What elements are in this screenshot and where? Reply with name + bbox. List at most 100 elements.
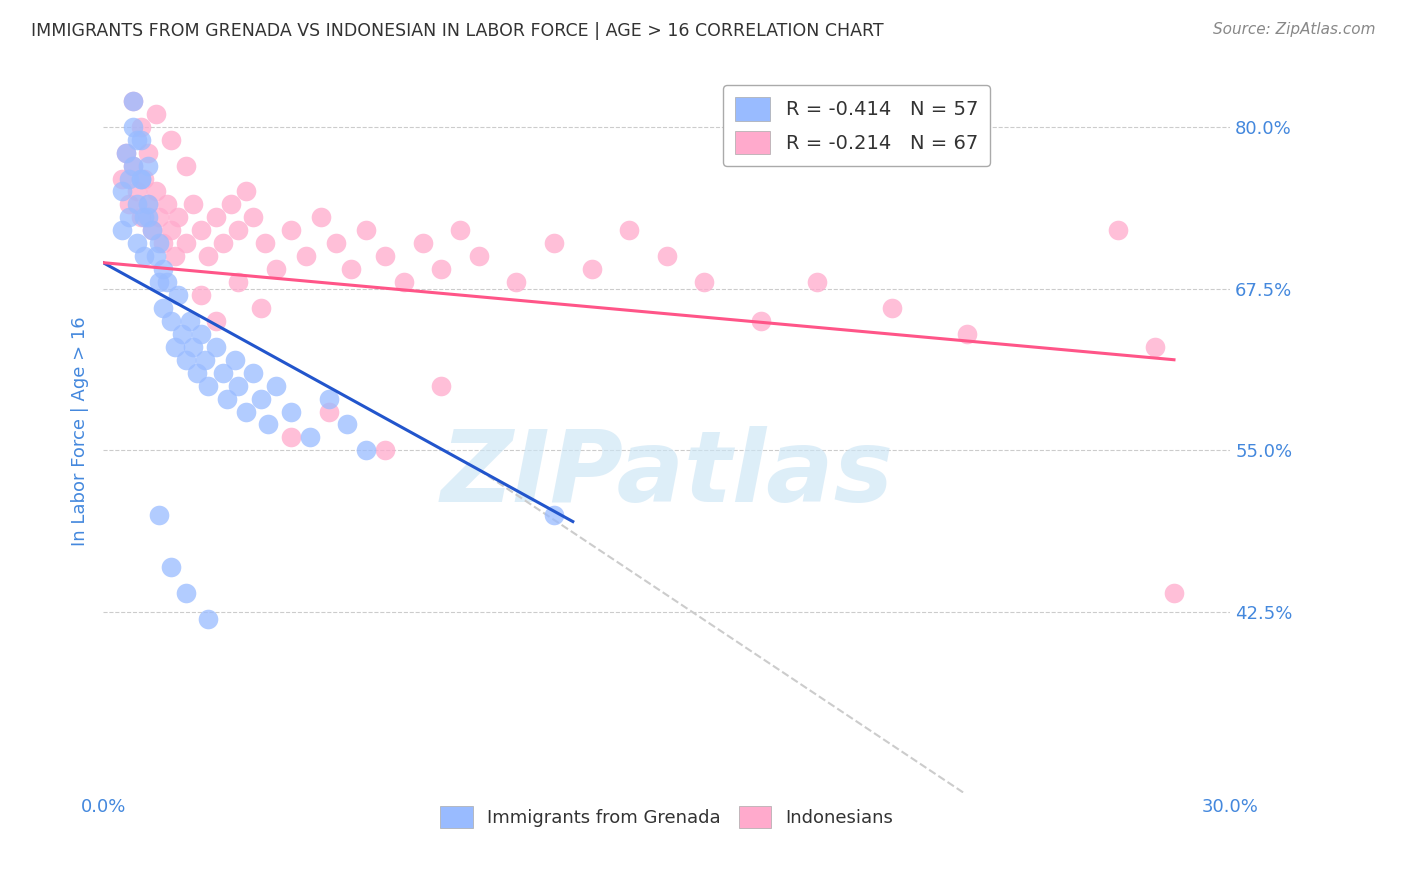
Text: Source: ZipAtlas.com: Source: ZipAtlas.com xyxy=(1212,22,1375,37)
Point xyxy=(111,223,134,237)
Point xyxy=(174,585,197,599)
Point xyxy=(122,120,145,134)
Point xyxy=(174,159,197,173)
Point xyxy=(194,352,217,367)
Point xyxy=(219,197,242,211)
Point xyxy=(145,107,167,121)
Point xyxy=(159,223,181,237)
Point xyxy=(224,352,246,367)
Point xyxy=(205,211,228,225)
Y-axis label: In Labor Force | Age > 16: In Labor Force | Age > 16 xyxy=(72,316,89,546)
Point xyxy=(163,249,186,263)
Point xyxy=(136,197,159,211)
Point xyxy=(129,120,152,134)
Point xyxy=(186,366,208,380)
Point xyxy=(125,197,148,211)
Point xyxy=(170,326,193,341)
Point xyxy=(159,133,181,147)
Point xyxy=(134,249,156,263)
Point xyxy=(430,262,453,277)
Point xyxy=(163,340,186,354)
Point xyxy=(148,211,170,225)
Point xyxy=(122,94,145,108)
Point xyxy=(152,301,174,315)
Point xyxy=(217,392,239,406)
Point xyxy=(749,314,772,328)
Point xyxy=(114,145,136,160)
Point xyxy=(156,275,179,289)
Point xyxy=(354,223,377,237)
Point xyxy=(181,340,204,354)
Point xyxy=(141,223,163,237)
Point xyxy=(1107,223,1129,237)
Point xyxy=(1144,340,1167,354)
Point xyxy=(543,236,565,251)
Point xyxy=(212,236,235,251)
Point xyxy=(242,211,264,225)
Point xyxy=(152,236,174,251)
Point xyxy=(134,211,156,225)
Point xyxy=(145,185,167,199)
Point xyxy=(129,171,152,186)
Point xyxy=(205,314,228,328)
Point xyxy=(134,171,156,186)
Point xyxy=(205,340,228,354)
Point xyxy=(298,430,321,444)
Point xyxy=(141,223,163,237)
Point xyxy=(280,223,302,237)
Point xyxy=(655,249,678,263)
Point xyxy=(617,223,640,237)
Point xyxy=(145,249,167,263)
Point xyxy=(129,211,152,225)
Point xyxy=(136,197,159,211)
Point xyxy=(374,443,396,458)
Point xyxy=(228,223,250,237)
Point xyxy=(179,314,201,328)
Point xyxy=(190,326,212,341)
Legend: Immigrants from Grenada, Indonesians: Immigrants from Grenada, Indonesians xyxy=(433,798,901,835)
Point xyxy=(122,94,145,108)
Point xyxy=(228,378,250,392)
Point xyxy=(136,211,159,225)
Point xyxy=(174,352,197,367)
Point xyxy=(118,197,141,211)
Point xyxy=(197,612,219,626)
Point xyxy=(468,249,491,263)
Point xyxy=(159,559,181,574)
Point xyxy=(242,366,264,380)
Point xyxy=(212,366,235,380)
Point xyxy=(190,223,212,237)
Point xyxy=(449,223,471,237)
Point xyxy=(250,301,273,315)
Point xyxy=(159,314,181,328)
Point xyxy=(392,275,415,289)
Point xyxy=(197,378,219,392)
Point xyxy=(136,159,159,173)
Point xyxy=(190,288,212,302)
Point xyxy=(114,145,136,160)
Point xyxy=(125,236,148,251)
Point xyxy=(148,236,170,251)
Point xyxy=(318,404,340,418)
Point xyxy=(228,275,250,289)
Point xyxy=(693,275,716,289)
Point xyxy=(430,378,453,392)
Point xyxy=(956,326,979,341)
Point xyxy=(235,185,257,199)
Point xyxy=(264,262,287,277)
Point xyxy=(806,275,828,289)
Point xyxy=(174,236,197,251)
Point xyxy=(148,275,170,289)
Point xyxy=(336,417,359,432)
Point xyxy=(412,236,434,251)
Point xyxy=(340,262,363,277)
Point xyxy=(543,508,565,522)
Point xyxy=(181,197,204,211)
Point xyxy=(250,392,273,406)
Point xyxy=(129,133,152,147)
Point xyxy=(148,508,170,522)
Point xyxy=(280,404,302,418)
Text: IMMIGRANTS FROM GRENADA VS INDONESIAN IN LABOR FORCE | AGE > 16 CORRELATION CHAR: IMMIGRANTS FROM GRENADA VS INDONESIAN IN… xyxy=(31,22,883,40)
Point xyxy=(167,211,190,225)
Point xyxy=(1163,585,1185,599)
